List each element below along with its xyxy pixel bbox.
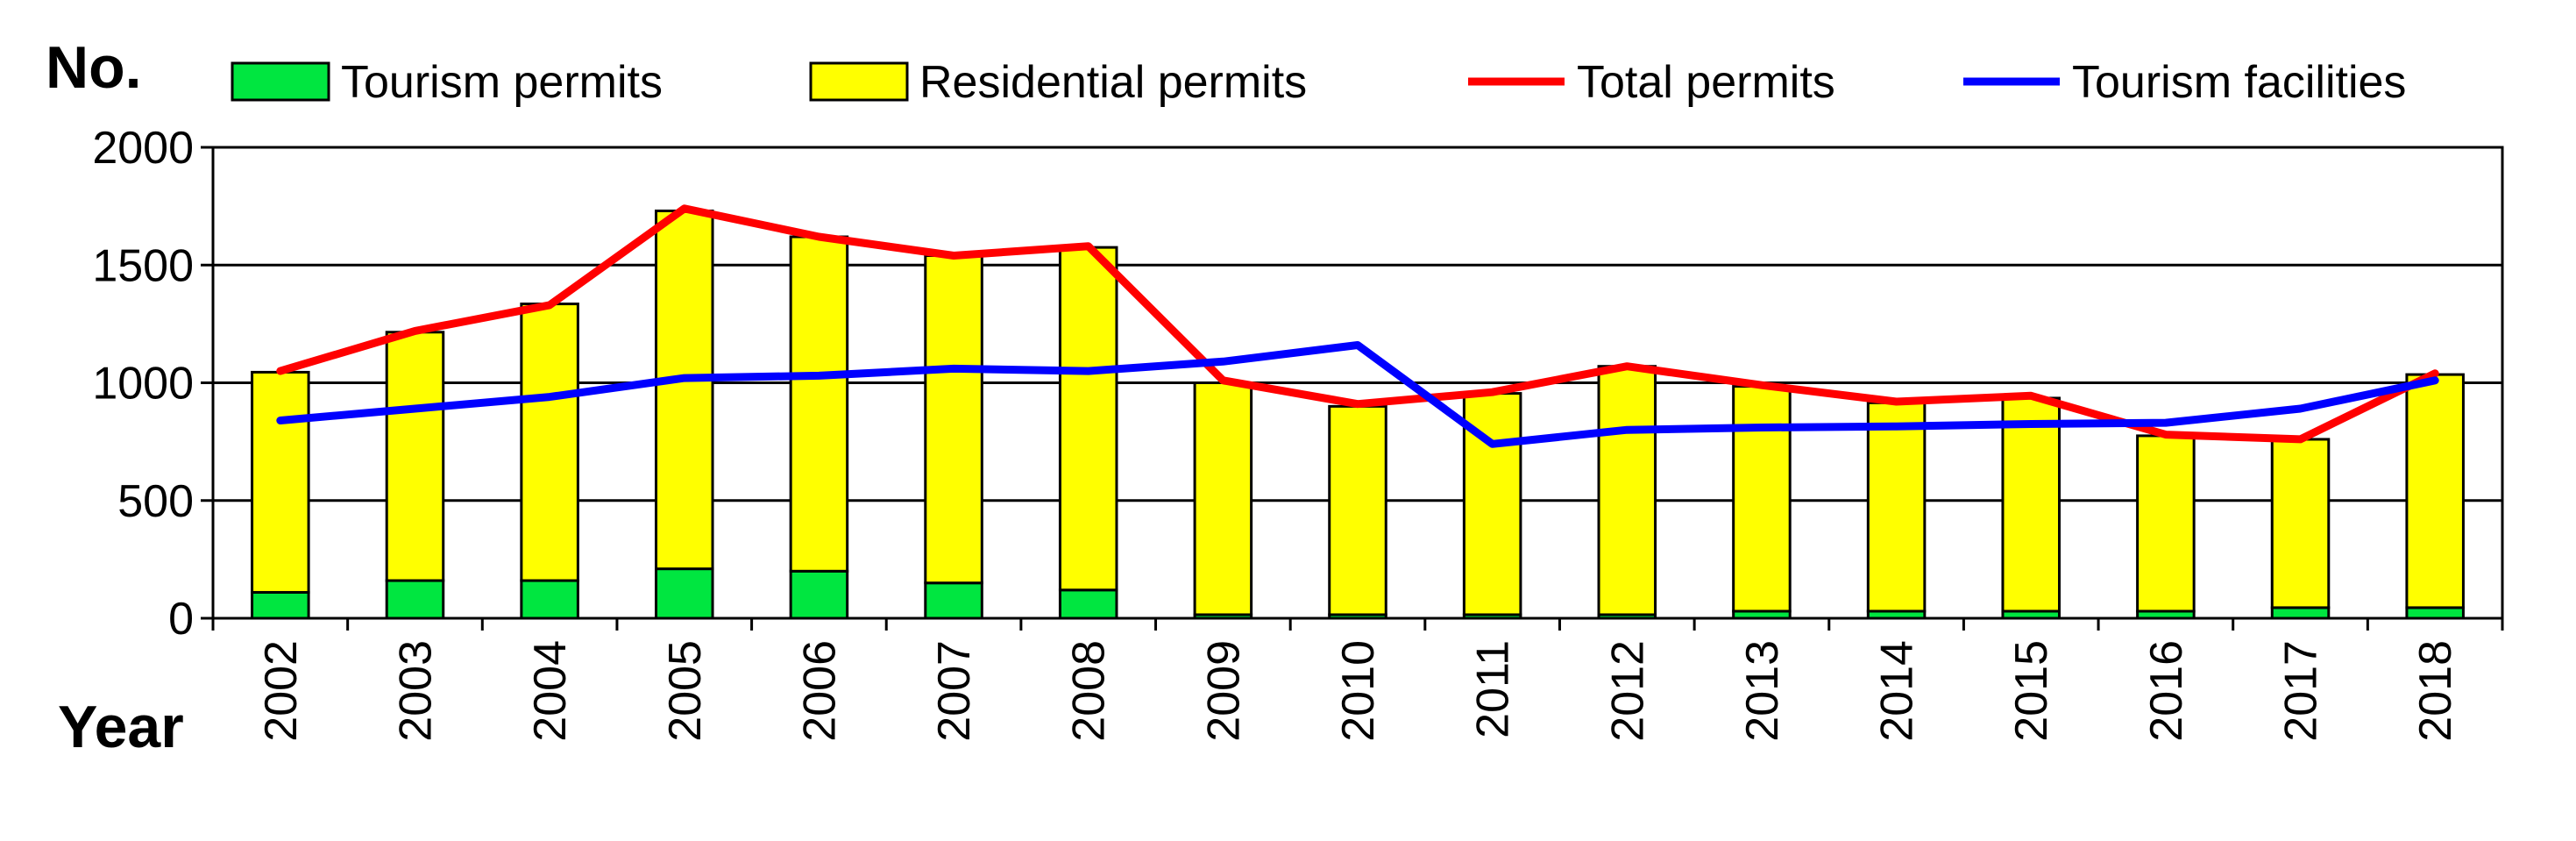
bar-residential-permits [1193,381,1253,616]
x-tick-label: 2014 [1872,640,1923,742]
y-tick-label: 0 [168,594,194,645]
bar-tourism-permits [520,579,579,620]
line-total-permits [276,204,2439,444]
x-tick-label: 2011 [1468,640,1519,738]
x-tick-label: 2007 [929,640,980,742]
bar-residential-permits [2405,373,2465,609]
legend-label-tourism-facilities: Tourism facilities [2072,57,2406,108]
bar-residential-permits [924,254,983,585]
legend-label-residential-permits: Residential permits [919,57,1307,108]
bar-residential-permits [789,235,849,573]
x-tick-label: 2003 [390,640,441,742]
legend-label-total-permits: Total permits [1577,57,1835,108]
x-tick-label: 2012 [1602,640,1653,742]
x-tick-label: 2009 [1198,640,1249,742]
y-tick-label: 500 [117,476,194,527]
bar-tourism-permits [789,569,849,620]
bar-residential-permits [1866,401,1927,613]
bar-residential-permits [2270,438,2331,609]
bar-residential-permits [251,370,310,594]
bar-tourism-permits [2405,606,2465,620]
plot-frame [211,146,2504,620]
bar-tourism-permits [654,567,714,620]
y-tick-label: 2000 [92,123,194,174]
x-axis-title: Year [58,694,184,760]
bar-tourism-permits [1058,588,1118,620]
bar-tourism-permits [385,579,445,620]
legend-swatch-residential-permits [809,61,909,102]
bar-residential-permits [2001,396,2062,613]
bar-residential-permits [1058,246,1118,592]
line-tourism-facilities [276,341,2439,448]
x-tick-label: 2013 [1737,640,1788,742]
legend-swatch-tourism-permits [231,61,330,102]
y-tick-label: 1000 [92,359,194,410]
x-tick-label: 2005 [660,640,711,742]
bar-residential-permits [2136,434,2196,613]
x-tick-label: 2008 [1064,640,1115,742]
x-tick-label: 2002 [256,640,307,742]
bar-tourism-permits [924,581,983,620]
x-tick-label: 2017 [2276,640,2327,742]
bar-tourism-permits [2270,606,2331,620]
bar-residential-permits [1328,404,1387,616]
x-tick-label: 2018 [2410,640,2461,742]
x-tick-label: 2006 [794,640,845,742]
bar-residential-permits [1732,385,1792,613]
x-tick-label: 2004 [525,640,576,742]
legend: Tourism permits Residential permits Total … [231,57,2406,108]
y-axis-title: No. [46,34,142,101]
bar-tourism-permits [251,590,310,620]
x-tick-label: 2016 [2141,640,2192,742]
x-tick-label: 2010 [1333,640,1384,742]
x-tick-label: 2015 [2006,640,2057,742]
bar-residential-permits [520,303,579,582]
plot-area: 0 500 1000 1500 2000 2002 2003 2004 2005 2006 2007… [92,123,2504,742]
y-tick-label: 1500 [92,240,194,291]
bar-residential-permits [654,209,714,571]
bar-residential-permits [1597,365,1657,616]
bar-residential-permits [385,331,445,582]
legend-label-tourism-permits: Tourism permits [341,57,663,108]
